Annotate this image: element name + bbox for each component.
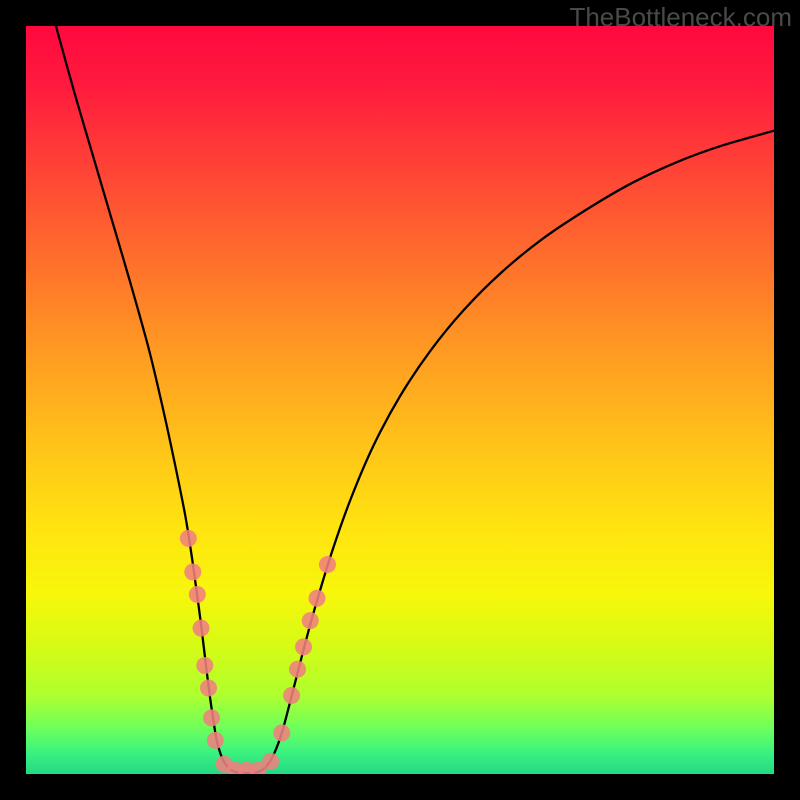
data-marker: [200, 679, 217, 696]
data-marker: [203, 709, 220, 726]
data-marker: [193, 620, 210, 637]
data-marker: [184, 564, 201, 581]
data-marker: [262, 753, 279, 770]
data-marker: [273, 724, 290, 741]
chart-stage: TheBottleneck.com: [0, 0, 800, 800]
data-marker: [283, 687, 300, 704]
chart-svg: [0, 0, 800, 800]
data-marker: [302, 612, 319, 629]
data-marker: [319, 556, 336, 573]
data-marker: [196, 657, 213, 674]
data-marker: [189, 586, 206, 603]
data-marker: [289, 661, 306, 678]
data-marker: [207, 732, 224, 749]
plot-background: [26, 26, 774, 774]
data-marker: [180, 530, 197, 547]
data-marker: [308, 590, 325, 607]
data-marker: [295, 638, 312, 655]
